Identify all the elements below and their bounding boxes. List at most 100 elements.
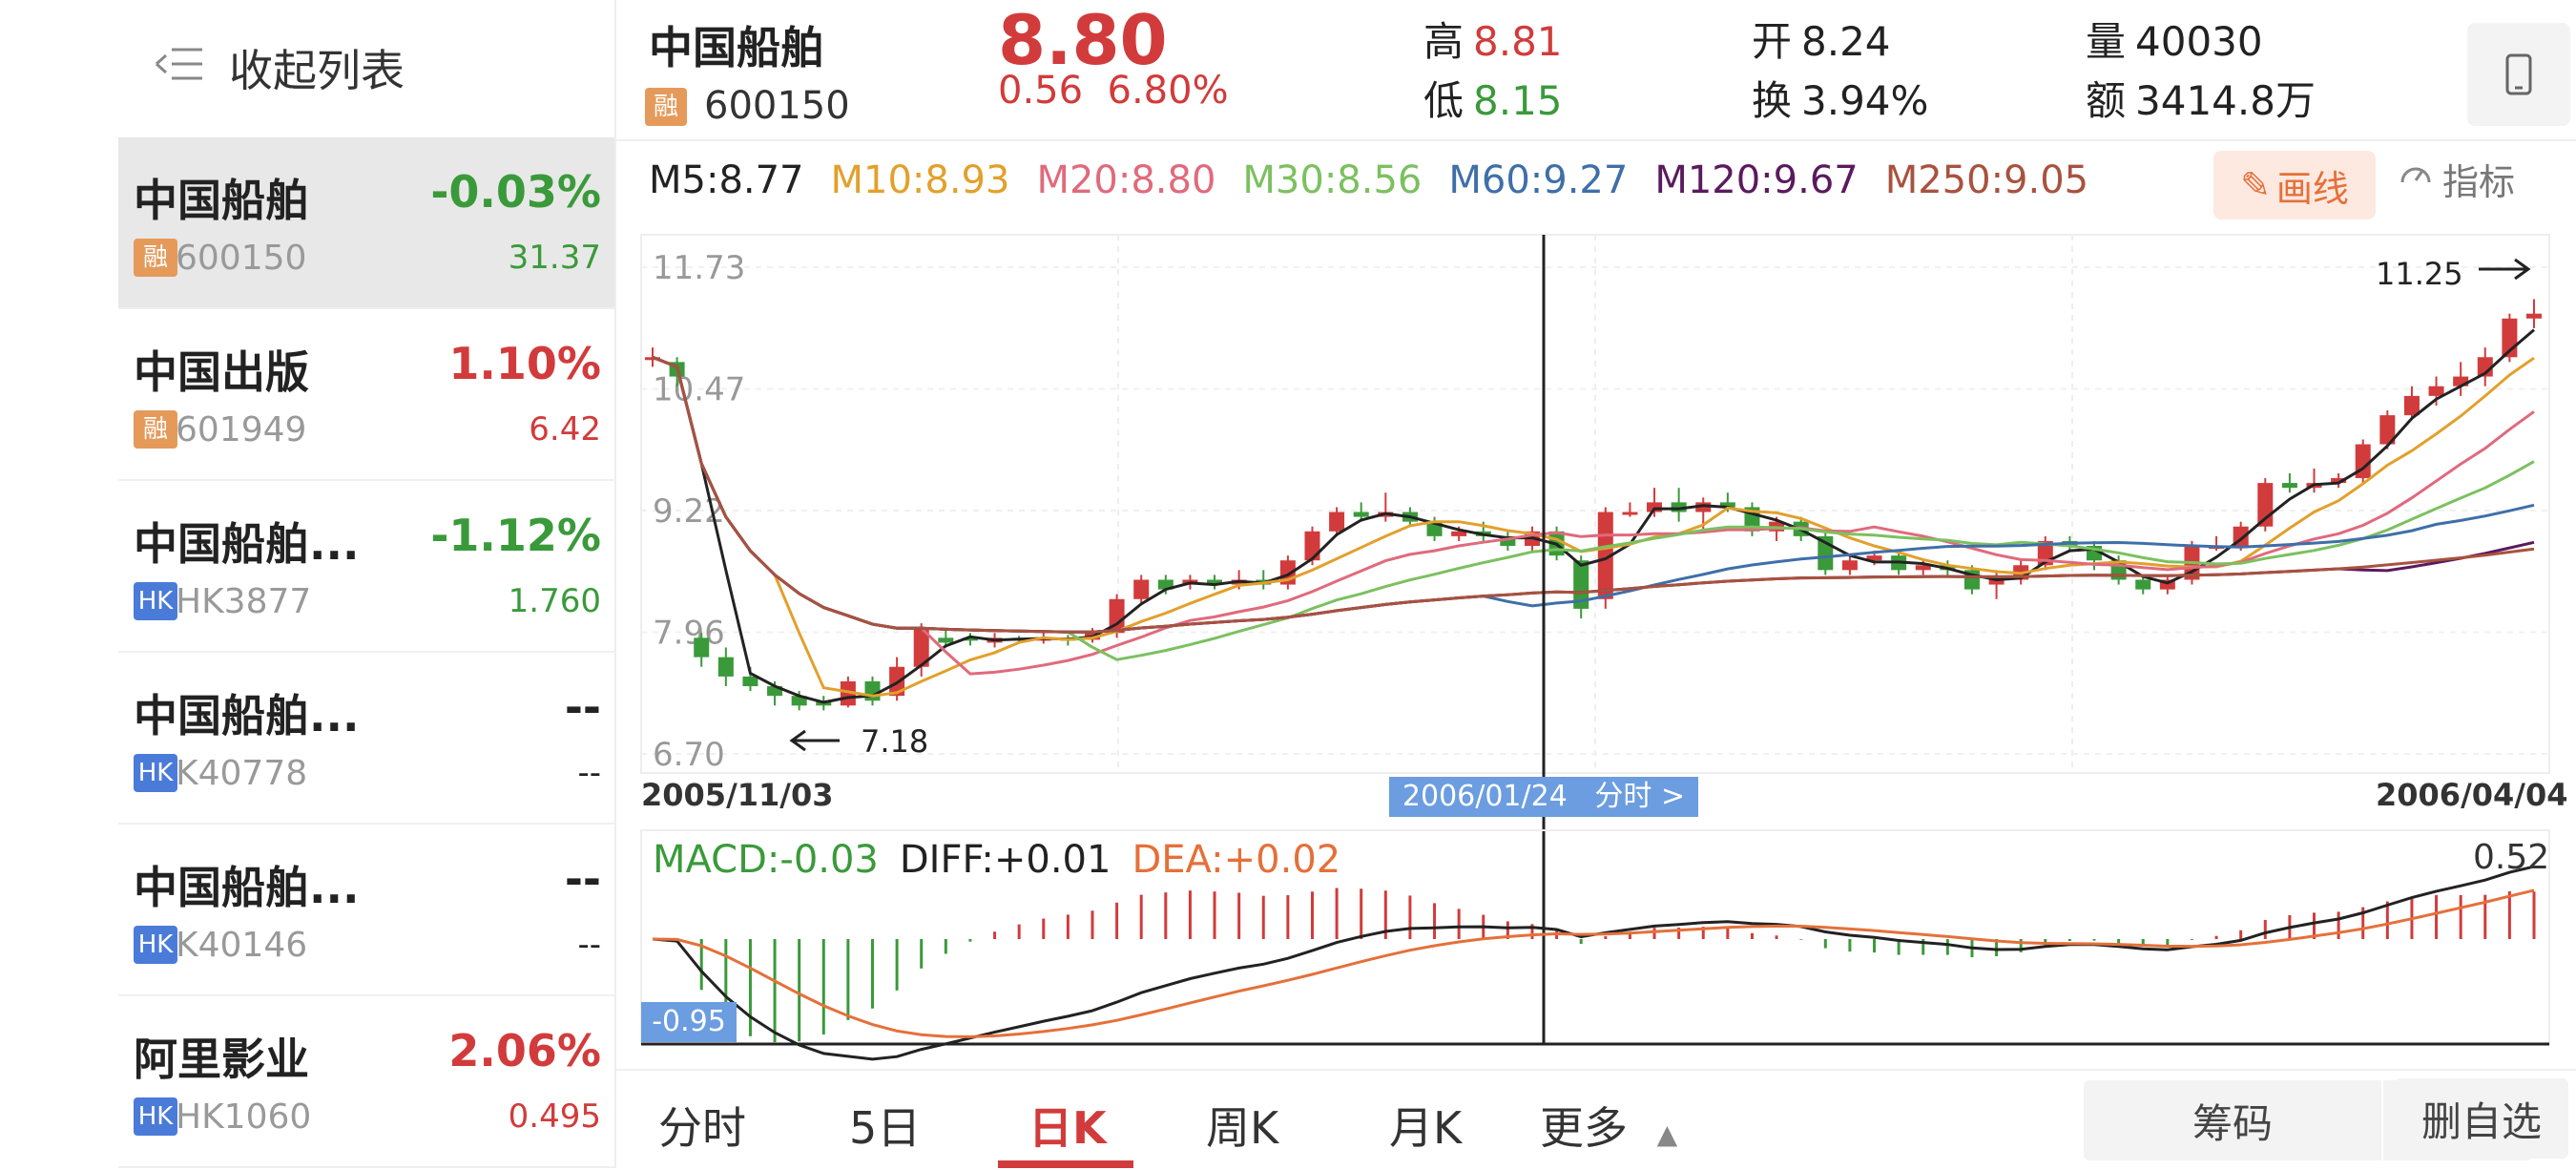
tab-5day[interactable]: 5日 bbox=[849, 1102, 922, 1154]
turnover-stat: 换 3.94% bbox=[1752, 77, 1929, 124]
market-badge: HK bbox=[134, 754, 177, 792]
caret-up-icon: ▲ bbox=[1656, 1118, 1678, 1150]
tab-more[interactable]: 更多 ▲ bbox=[1540, 1102, 1678, 1154]
intraday-link: 分时 > bbox=[1594, 780, 1686, 813]
rotate-screen-button[interactable] bbox=[2467, 23, 2570, 126]
stock-item-change: -1.12% bbox=[430, 510, 601, 561]
low-marker-label: 7.18 bbox=[861, 723, 928, 760]
candle-body bbox=[1671, 502, 1687, 512]
candle-body bbox=[2379, 415, 2396, 445]
stock-item-name: 中国船舶 bbox=[134, 175, 309, 226]
candle-body bbox=[742, 676, 758, 687]
macd-max-label: 0.52 bbox=[2473, 838, 2550, 877]
chips-button[interactable]: 筹码 bbox=[2084, 1080, 2381, 1160]
candle-body bbox=[767, 686, 783, 697]
candle-body bbox=[1500, 535, 1516, 547]
tab-daily-k[interactable]: 日K bbox=[1028, 1102, 1107, 1154]
tab-intraday[interactable]: 分时 bbox=[658, 1102, 746, 1154]
ma-legend-item: M20:8.80 bbox=[1036, 158, 1216, 202]
stock-item-change: -- bbox=[564, 853, 601, 905]
ma-line bbox=[652, 355, 2535, 698]
diff-line bbox=[652, 865, 2535, 1061]
y-tick-label: 10.47 bbox=[653, 371, 745, 409]
stock-item-change: 2.06% bbox=[448, 1025, 601, 1076]
candle-body bbox=[1573, 560, 1589, 609]
candle-body bbox=[2159, 579, 2175, 590]
high-value: 8.81 bbox=[1473, 18, 1563, 65]
candle-body bbox=[1647, 502, 1663, 512]
amount-stat: 额 3414.8万 bbox=[2086, 77, 2316, 124]
candle-body bbox=[2526, 313, 2542, 319]
active-tab-indicator bbox=[998, 1160, 1133, 1168]
cursor-date-label[interactable]: 2006/01/24 分时 > bbox=[1389, 777, 1698, 817]
quote-header: 中国船舶 融 600150 8.80 0.56 6.80% 高 8.81 低 8.1… bbox=[616, 0, 2576, 141]
stock-item-name: 阿里影业 bbox=[134, 1034, 309, 1085]
ma-line bbox=[652, 328, 2535, 704]
candle-body bbox=[1719, 502, 1735, 508]
margin-badge: 融 bbox=[645, 88, 687, 126]
remove-watchlist-button[interactable]: 删自选 bbox=[2395, 1078, 2568, 1159]
open-value: 8.24 bbox=[1801, 18, 1891, 65]
pencil-icon: ✎ bbox=[2240, 164, 2271, 206]
collapse-list-button[interactable]: 收起列表 bbox=[153, 36, 405, 99]
candle-body bbox=[2403, 395, 2420, 416]
ma-legend-item: M120:9.67 bbox=[1654, 158, 1859, 202]
candle-body bbox=[1841, 560, 1858, 571]
candle-body bbox=[1133, 579, 1150, 599]
period-tabs: 分时 5日 日K 周K 月K 更多 ▲ 筹码 资金 资金 bbox=[616, 1069, 2576, 1170]
stock-item-price: -- bbox=[577, 754, 601, 792]
stock-code: 600150 bbox=[704, 84, 850, 128]
candle-body bbox=[1207, 579, 1223, 585]
draw-line-button[interactable]: ✎ 画线 bbox=[2213, 151, 2376, 219]
candle-body bbox=[2453, 376, 2469, 387]
stock-name: 中国船舶 bbox=[649, 22, 824, 73]
high-marker-arrow bbox=[2479, 258, 2531, 281]
gauge-icon bbox=[2397, 156, 2435, 202]
candle-body bbox=[1329, 512, 1345, 532]
candle-body bbox=[2428, 386, 2444, 396]
turnover-value: 3.94% bbox=[1801, 77, 1929, 124]
stock-list-sidebar: 收起列表 中国船舶 -0.03% 融 600150 31.37 中国出版 1.10% 融 601… bbox=[118, 0, 616, 1168]
ma-line bbox=[652, 355, 2535, 634]
stock-item-code: HK1060 bbox=[176, 1097, 312, 1137]
ma-legend-item: M30:8.56 bbox=[1242, 158, 1423, 202]
stock-list-item[interactable]: 中国出版 1.10% 融 601949 6.42 bbox=[118, 309, 614, 481]
open-stat: 开 8.24 bbox=[1752, 18, 1891, 65]
stock-list-item[interactable]: 中国船舶... -1.12% HK HK3877 1.760 bbox=[118, 481, 614, 653]
stock-item-code: K40146 bbox=[176, 926, 308, 965]
stock-list-item[interactable]: 中国船舶 -0.03% 融 600150 31.37 bbox=[118, 137, 614, 309]
tab-weekly-k[interactable]: 周K bbox=[1206, 1102, 1279, 1154]
low-value: 8.15 bbox=[1473, 77, 1563, 124]
volume-stat: 量 40030 bbox=[2086, 18, 2263, 65]
y-tick-label: 6.70 bbox=[653, 736, 725, 774]
stock-list-item[interactable]: 中国船舶... -- HK K40146 -- bbox=[118, 825, 614, 996]
candle-body bbox=[1451, 531, 1467, 536]
market-badge: HK bbox=[134, 582, 177, 620]
candle-body bbox=[1695, 502, 1712, 512]
stock-item-change: -- bbox=[564, 681, 601, 733]
market-badge: HK bbox=[134, 926, 177, 964]
indicator-button[interactable]: 指标 bbox=[2397, 153, 2515, 205]
candle-body bbox=[913, 628, 929, 667]
start-date: 2005/11/03 bbox=[641, 777, 834, 813]
market-badge: 融 bbox=[134, 410, 177, 449]
candle-body bbox=[791, 696, 807, 706]
candle-body bbox=[717, 657, 734, 677]
stock-item-name: 中国船舶... bbox=[134, 690, 360, 742]
candle-body bbox=[1622, 512, 1638, 515]
market-badge: HK bbox=[134, 1097, 177, 1136]
amount-value: 3414.8万 bbox=[2135, 77, 2316, 124]
collapse-list-label: 收起列表 bbox=[229, 45, 405, 96]
stock-list-item[interactable]: 中国船舶... -- HK K40778 -- bbox=[118, 653, 614, 825]
stock-item-name: 中国出版 bbox=[134, 346, 309, 398]
candle-body bbox=[2281, 483, 2297, 489]
stock-item-name: 中国船舶... bbox=[134, 518, 360, 570]
diff-value: DIFF:+0.01 bbox=[899, 838, 1111, 882]
stock-list-item[interactable]: 阿里影业 2.06% HK HK1060 0.495 bbox=[118, 996, 614, 1168]
candle-body bbox=[864, 680, 881, 701]
stock-item-change: 1.10% bbox=[448, 338, 601, 389]
tab-monthly-k[interactable]: 月K bbox=[1389, 1102, 1463, 1154]
volume-value: 40030 bbox=[2135, 18, 2263, 65]
current-price: 8.80 bbox=[998, 0, 1168, 80]
